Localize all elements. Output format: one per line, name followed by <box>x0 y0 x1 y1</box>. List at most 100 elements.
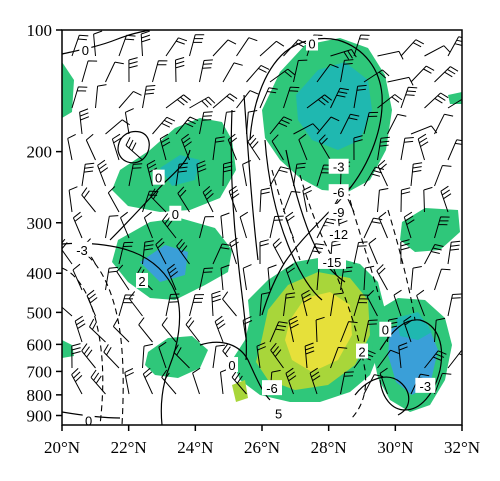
contour-label-bg <box>318 253 346 269</box>
shade-top-left <box>62 62 74 118</box>
wind-barb <box>220 212 230 239</box>
wind-barb <box>246 64 270 83</box>
y-tick-label: 300 <box>27 214 53 233</box>
contour-label: -12 <box>329 227 348 242</box>
wind-barb <box>246 110 258 135</box>
contour-label-bg <box>328 158 349 174</box>
wind-barb <box>247 134 261 161</box>
wind-barb <box>152 116 176 135</box>
contour-mid-2 <box>243 94 259 261</box>
wind-barb <box>424 92 449 109</box>
contour-label: 0 <box>85 413 92 428</box>
shade-right-lower-core <box>388 318 438 395</box>
wind-barb <box>410 266 422 291</box>
wind-barb <box>377 94 403 109</box>
wind-barb <box>285 211 295 239</box>
contour-label: 5 <box>275 407 282 422</box>
wind-barb <box>423 186 433 213</box>
shade-left-bottom <box>145 336 208 378</box>
wind-barb <box>71 343 81 369</box>
contour-label: -3 <box>333 160 345 175</box>
wind-barb <box>434 317 446 343</box>
wind-barb <box>161 317 177 343</box>
dashed-left-2 <box>79 249 124 425</box>
y-tick-label: 900 <box>27 407 53 426</box>
x-tick-label: 22°N <box>111 438 147 457</box>
wind-barb <box>269 116 293 135</box>
wind-barb <box>447 139 462 161</box>
contour-label: -15 <box>323 255 342 270</box>
wind-barb <box>220 264 230 291</box>
wind-barb <box>229 237 239 265</box>
wind-barb <box>165 94 192 109</box>
wind-barb <box>222 291 237 317</box>
wind-barb <box>177 186 190 213</box>
contour-label-bg <box>262 380 282 396</box>
y-tick-label: 400 <box>27 264 53 283</box>
wind-barb <box>142 85 156 109</box>
wind-barb <box>269 166 290 187</box>
wind-barb <box>377 349 400 369</box>
wind-barb <box>158 341 167 369</box>
contour-label-bg <box>415 377 436 393</box>
y-tick-label: 600 <box>27 335 53 354</box>
wind-barb <box>79 108 90 135</box>
wind-barb <box>378 211 388 239</box>
wind-barb <box>447 36 462 57</box>
shade-bottom-right <box>232 380 248 402</box>
wind-barb <box>118 34 136 57</box>
wind-barb <box>199 216 215 239</box>
wind-barb <box>434 372 452 395</box>
wind-barb <box>228 185 240 213</box>
shade-right-upper <box>400 208 460 252</box>
wind-barb <box>227 133 238 161</box>
wind-barb <box>239 211 249 239</box>
wind-barb <box>93 30 103 57</box>
dashed-right-3 <box>387 209 416 321</box>
wind-barb <box>366 290 378 317</box>
contour-label-bg <box>328 184 349 200</box>
wind-barb <box>293 59 308 83</box>
wind-barb <box>306 94 333 109</box>
wind-barb <box>400 39 425 57</box>
wind-barb <box>400 137 414 161</box>
wind-barb <box>403 315 413 343</box>
wind-barb <box>259 87 278 109</box>
wind-barb <box>128 291 143 317</box>
contour-label-bg <box>328 203 349 219</box>
wind-barb <box>410 65 435 83</box>
wind-barb <box>363 111 379 135</box>
wind-barb <box>196 160 207 187</box>
wind-barb <box>105 215 119 239</box>
shade-top-center-core <box>296 62 372 150</box>
wind-barb <box>173 344 190 369</box>
wind-barb <box>62 306 73 317</box>
wind-barb <box>353 34 370 57</box>
shade-right-lower-teal <box>396 312 432 340</box>
wind-barb <box>128 163 143 187</box>
wind-barb <box>398 342 408 369</box>
wind-barb <box>340 321 358 343</box>
wind-barb <box>283 292 296 317</box>
dashed-right-2 <box>329 259 367 421</box>
y-tick-label: 800 <box>27 386 53 405</box>
y-axis: 100 200 300 400 500 600 700 800 900 <box>27 21 62 426</box>
wind-barb <box>71 368 83 395</box>
wind-barb <box>400 86 418 109</box>
wind-barb <box>143 211 153 239</box>
wind-barb <box>68 186 78 213</box>
contour-neg-3 <box>264 139 323 301</box>
wind-barb <box>165 37 188 57</box>
wind-barb <box>272 238 284 265</box>
wind-barb <box>434 216 450 239</box>
wind-barb <box>199 267 214 291</box>
shade-central-yellow <box>285 292 352 372</box>
wind-barb <box>288 315 299 343</box>
wind-barb <box>363 319 378 343</box>
wind-barb <box>118 294 135 317</box>
wind-barb <box>74 315 86 343</box>
wind-barb <box>353 349 376 369</box>
contour-label-bg <box>272 405 285 421</box>
wind-barb <box>236 37 258 57</box>
wind-barb <box>416 289 425 317</box>
